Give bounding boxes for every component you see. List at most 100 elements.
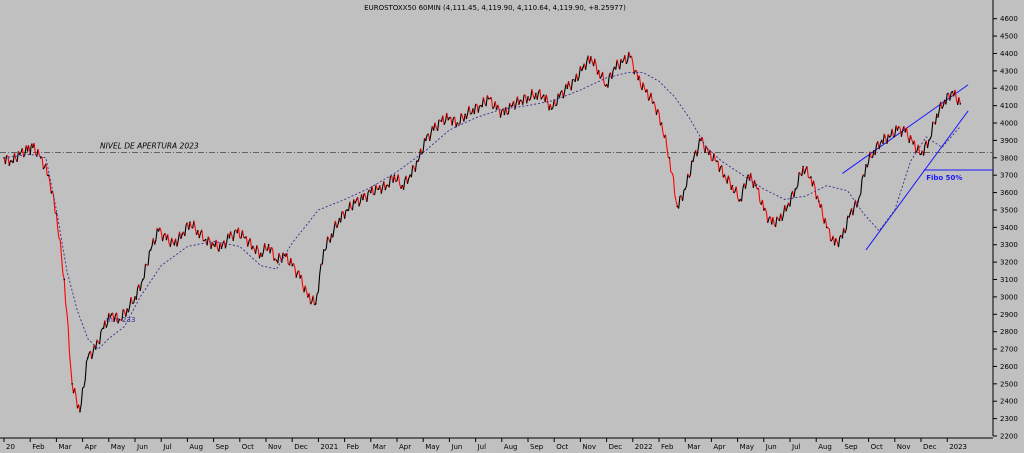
price-segment (482, 97, 486, 104)
price-segment (499, 110, 503, 118)
price-segment (57, 228, 60, 239)
price-segment (139, 282, 143, 292)
price-segment (909, 135, 913, 140)
price-segment (207, 236, 211, 241)
price-segment (675, 200, 678, 207)
price-point (110, 313, 113, 316)
price-point (71, 383, 73, 385)
price-segment (540, 96, 543, 100)
price-segment (324, 248, 327, 251)
price-segment (958, 97, 961, 105)
price-segment (818, 201, 821, 208)
price-point (291, 264, 294, 267)
price-segment (594, 58, 597, 66)
price-segment (549, 104, 553, 110)
price-segment (646, 89, 650, 101)
price-segment (868, 151, 871, 163)
price-segment (206, 236, 209, 246)
price-point (519, 99, 521, 102)
price-segment (277, 252, 280, 264)
price-segment (145, 263, 148, 266)
price-segment (58, 238, 61, 241)
price-segment (315, 293, 318, 304)
price-segment (628, 51, 631, 58)
series-layer (3, 51, 962, 413)
price-segment (351, 199, 355, 211)
price-segment (451, 118, 454, 126)
price-segment (388, 176, 391, 188)
price-segment (310, 301, 313, 305)
price-segment (357, 197, 360, 207)
price-point (472, 108, 474, 110)
price-point (755, 184, 757, 187)
price-segment (16, 151, 19, 163)
price-segment (869, 151, 872, 158)
price-point (770, 223, 773, 225)
price-segment (536, 92, 540, 100)
y-tick-label: 2300 (1000, 415, 1018, 423)
fibo-label: Fibo 50% (926, 174, 962, 182)
y-tick-label: 4000 (1000, 120, 1018, 128)
price-segment (923, 144, 926, 156)
price-point (731, 184, 734, 187)
price-point (480, 104, 482, 107)
ma-233-line (3, 72, 961, 350)
price-segment (727, 175, 731, 181)
price-point (401, 184, 404, 187)
price-segment (528, 98, 532, 101)
x-tick-label: Nov (897, 443, 911, 451)
price-point (645, 90, 647, 93)
price-point (149, 249, 152, 251)
x-tick-label: Jun (136, 443, 148, 451)
price-segment (940, 101, 943, 109)
price-segment (635, 69, 638, 72)
price-point (574, 80, 576, 83)
x-tick-label: May (111, 443, 125, 451)
x-tick-label: Mar (687, 443, 700, 451)
price-segment (670, 171, 673, 174)
price-segment (380, 186, 384, 194)
price-point (354, 202, 356, 204)
price-segment (894, 125, 897, 136)
channel-lower-line (865, 110, 969, 251)
price-segment (91, 352, 94, 360)
price-point (18, 153, 21, 156)
price-segment (633, 69, 636, 75)
price-segment (654, 105, 657, 115)
price-segment (674, 194, 677, 201)
price-segment (740, 188, 744, 202)
price-segment (437, 119, 440, 131)
price-segment (834, 238, 837, 245)
price-point (904, 130, 907, 133)
price-point (370, 191, 372, 194)
price-point (142, 278, 144, 281)
price-segment (430, 126, 433, 134)
apertura-label: NIVEL DE APERTURA 2023 (100, 142, 199, 151)
price-segment (418, 148, 422, 159)
price-point (935, 113, 938, 116)
price-point (605, 83, 608, 86)
price-segment (866, 161, 870, 168)
price-segment (913, 140, 917, 153)
price-segment (857, 196, 860, 202)
price-segment (336, 224, 339, 228)
y-tick-label: 2400 (1000, 398, 1018, 406)
x-tick-label: Sep (530, 443, 544, 451)
price-point (259, 252, 262, 255)
price-segment (473, 104, 477, 115)
y-tick-label: 3100 (1000, 276, 1018, 284)
price-segment (308, 293, 312, 305)
price-segment (878, 143, 881, 150)
price-segment (155, 227, 158, 240)
price-segment (726, 175, 729, 184)
y-tick-label: 3400 (1000, 224, 1018, 232)
price-segment (917, 144, 921, 155)
price-segment (201, 229, 204, 242)
price-point (197, 230, 199, 232)
price-point (668, 156, 671, 159)
price-point (267, 243, 270, 246)
price-point (87, 356, 89, 359)
price-point (212, 243, 215, 246)
price-point (157, 230, 160, 232)
price-segment (874, 144, 878, 156)
